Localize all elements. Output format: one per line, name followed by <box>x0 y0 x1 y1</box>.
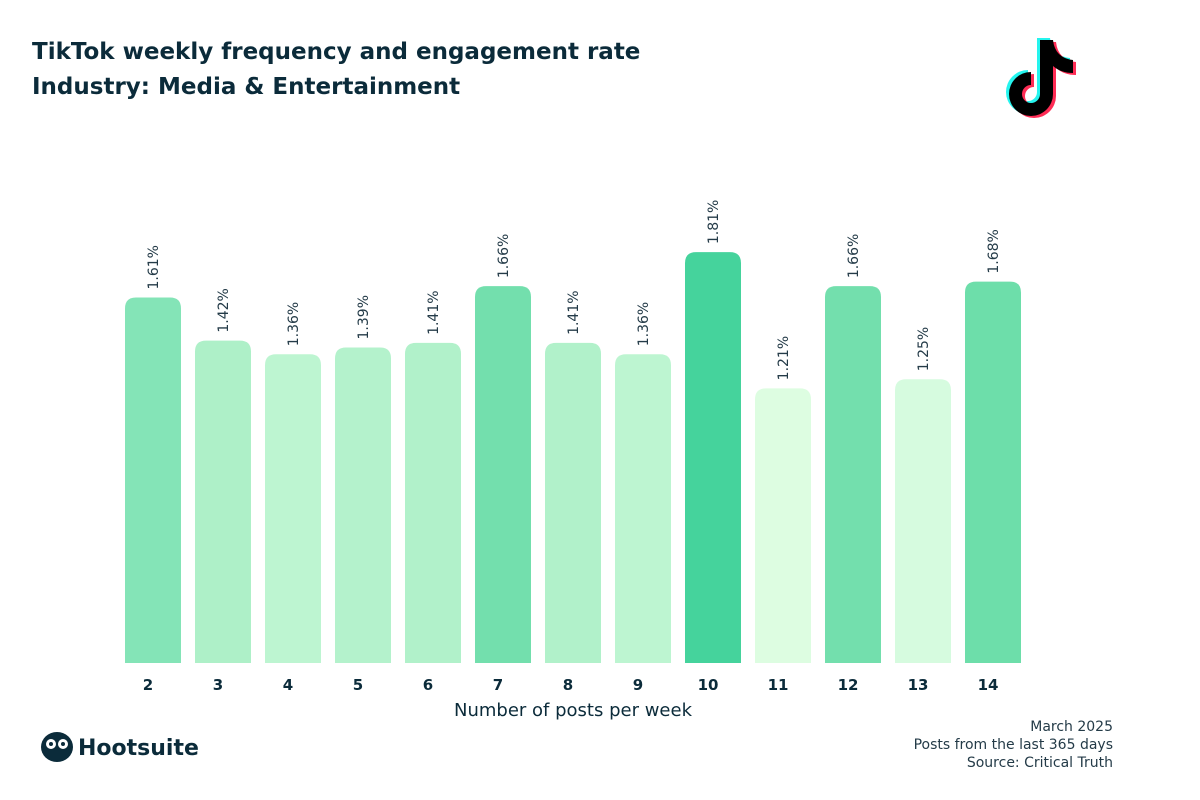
value-label: 1.66% <box>496 234 512 278</box>
value-label: 1.39% <box>356 295 372 339</box>
value-label: 1.81% <box>706 200 722 244</box>
bar <box>265 354 321 663</box>
value-label: 1.36% <box>636 302 652 346</box>
x-tick-label: 10 <box>698 676 719 694</box>
x-tick-label: 6 <box>423 676 433 694</box>
x-tick-label: 13 <box>908 676 929 694</box>
bar <box>405 342 461 663</box>
bar <box>615 354 671 663</box>
tiktok-logo <box>1006 38 1076 118</box>
value-label: 1.21% <box>776 336 792 380</box>
x-tick-label: 3 <box>213 676 223 694</box>
bar <box>895 379 951 663</box>
footnote: March 2025 <box>1030 719 1113 735</box>
x-tick-label: 7 <box>493 676 503 694</box>
value-label: 1.68% <box>986 229 1002 273</box>
bar <box>335 347 391 663</box>
x-tick-label: 2 <box>143 676 153 694</box>
bar <box>545 342 601 663</box>
hootsuite-owl <box>41 732 73 762</box>
bar <box>825 286 881 663</box>
bar <box>685 252 741 663</box>
footnote: Posts from the last 365 days <box>914 737 1113 753</box>
value-label: 1.42% <box>216 288 232 332</box>
x-tick-label: 4 <box>283 676 293 694</box>
bar <box>755 388 811 663</box>
chart-title: TikTok weekly frequency and engagement r… <box>32 39 640 65</box>
value-label: 1.61% <box>146 245 162 289</box>
x-tick-label: 8 <box>563 676 573 694</box>
x-tick-label: 14 <box>978 676 999 694</box>
x-tick-label: 9 <box>633 676 643 694</box>
x-tick-label: 11 <box>768 676 789 694</box>
x-tick-label: 5 <box>353 676 363 694</box>
value-label: 1.41% <box>426 290 442 334</box>
bar <box>965 281 1021 663</box>
bar <box>195 340 251 663</box>
bar <box>125 297 181 663</box>
bar <box>475 286 531 663</box>
value-label: 1.36% <box>286 302 302 346</box>
footnote: Source: Critical Truth <box>967 755 1113 771</box>
brand-logo: Hootsuite <box>78 736 199 761</box>
value-label: 1.66% <box>846 234 862 278</box>
x-tick-label: 12 <box>838 676 859 694</box>
x-axis-label: Number of posts per week <box>454 700 693 721</box>
value-label: 1.41% <box>566 290 582 334</box>
value-label: 1.25% <box>916 327 932 371</box>
chart-subtitle: Industry: Media & Entertainment <box>32 74 460 100</box>
